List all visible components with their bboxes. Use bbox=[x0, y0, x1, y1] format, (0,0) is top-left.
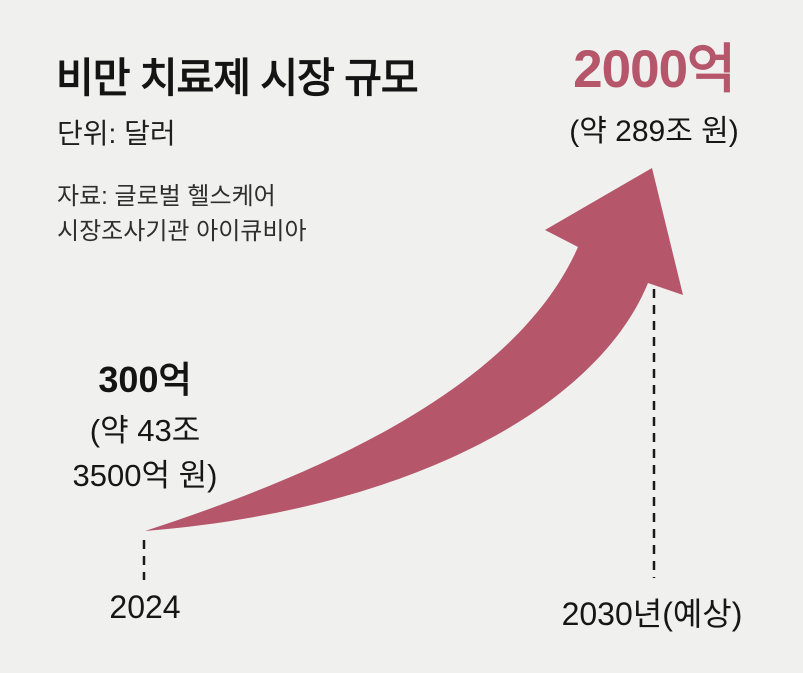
end-value-won: (약 289조 원) bbox=[569, 114, 739, 148]
axis-label-2024: 2024 bbox=[109, 589, 181, 625]
start-won-line-2: 3500억 원) bbox=[72, 458, 218, 494]
axis-label-2030: 2030년(예상) bbox=[561, 596, 743, 632]
end-point-annotation: 2000억 (약 289조 원) bbox=[504, 42, 803, 150]
unit-label: 단위: 달러 bbox=[57, 118, 176, 149]
start-won-line-1: (약 43조 bbox=[89, 413, 201, 449]
source-line-2: 시장조사기관 아이큐비아 bbox=[57, 217, 307, 245]
page-title: 비만 치료제 시장 규모 bbox=[56, 55, 419, 101]
end-value: 2000억 bbox=[573, 40, 736, 99]
source-line-1: 자료: 글로벌 헬스케어 bbox=[57, 183, 276, 210]
growth-arrow-icon bbox=[145, 168, 683, 531]
start-value-won: (약 43조 3500억 원) bbox=[25, 409, 265, 499]
source-note: 자료: 글로벌 헬스케어 시장조사기관 아이큐비아 bbox=[57, 180, 307, 250]
start-point-annotation: 300억 (약 43조 3500억 원) bbox=[25, 358, 265, 499]
start-value: 300억 bbox=[98, 359, 192, 400]
